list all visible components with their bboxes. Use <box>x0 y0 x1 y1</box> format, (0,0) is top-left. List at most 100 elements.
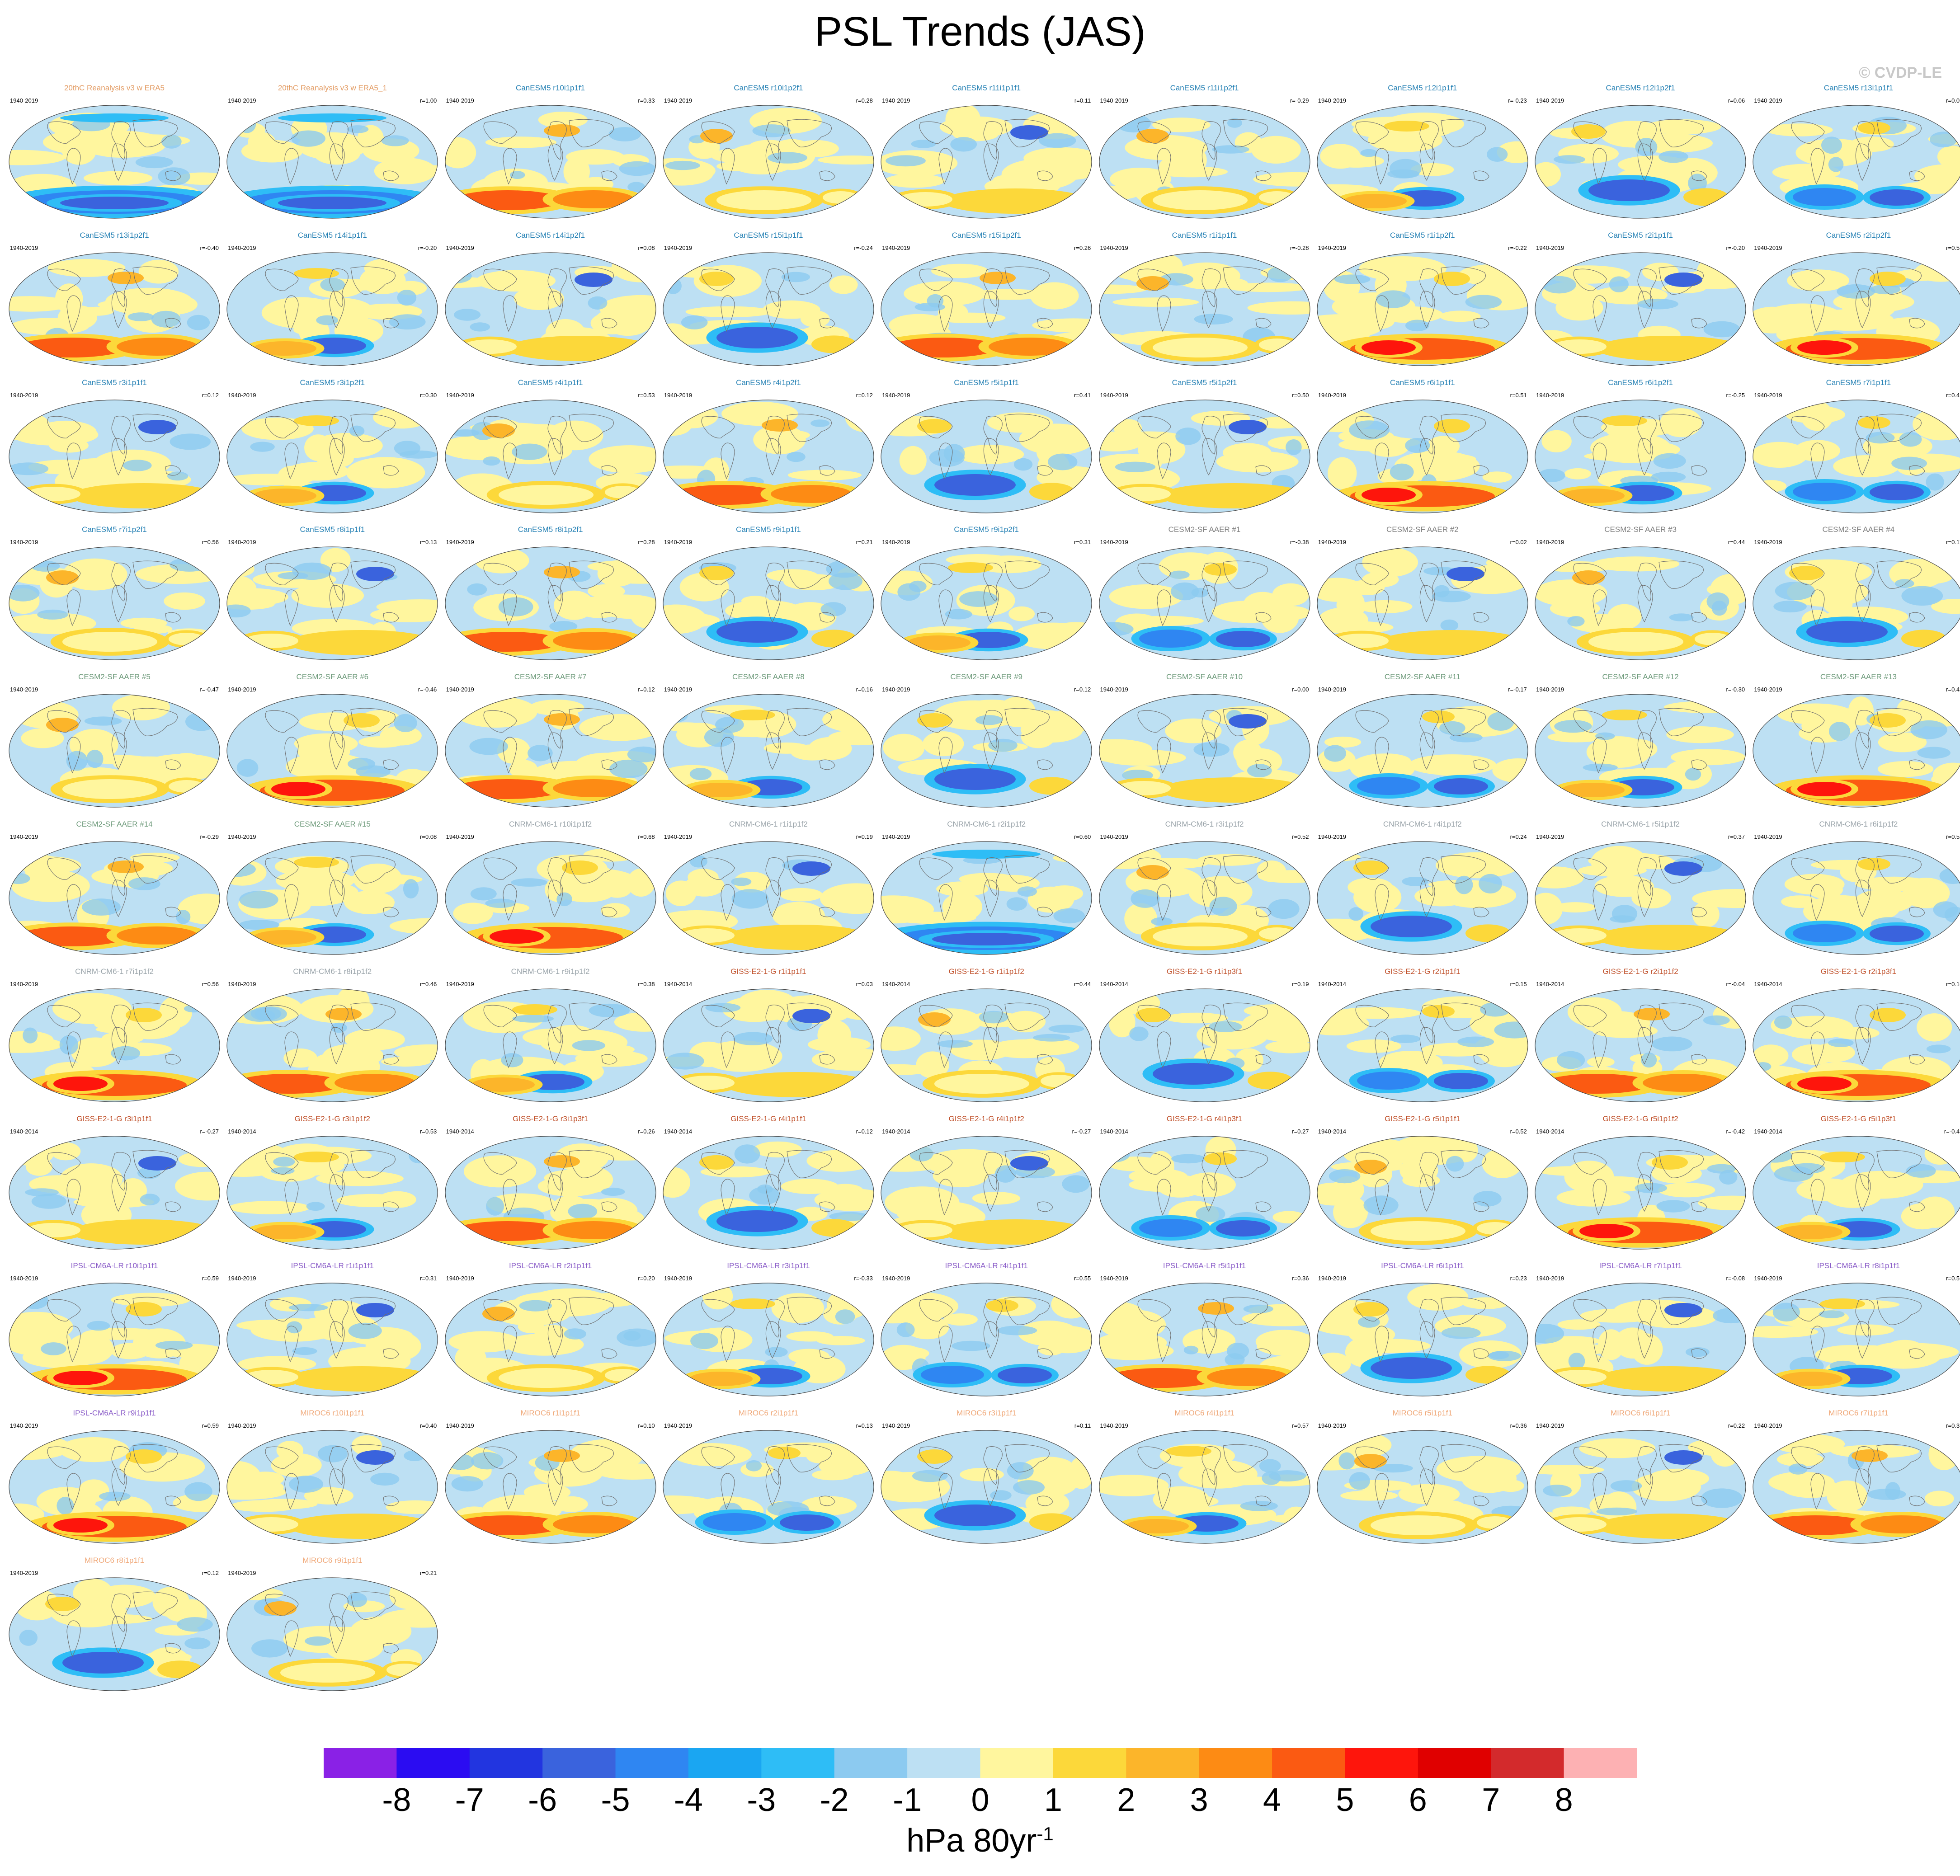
trend-anomaly-south <box>815 1221 852 1234</box>
coastline <box>568 414 614 442</box>
trend-patch-positive <box>1361 313 1395 329</box>
coastline <box>383 1054 399 1065</box>
trend-anomaly-north <box>1870 713 1906 728</box>
coastline <box>329 268 349 307</box>
trend-patch-positive <box>943 1313 978 1326</box>
coastline <box>1419 291 1435 328</box>
coastline <box>983 1446 1003 1485</box>
coastline <box>983 857 1003 896</box>
panel-period: 1940-2019 <box>1536 1275 1564 1282</box>
coastline <box>568 266 614 295</box>
coastline <box>1419 1004 1439 1044</box>
coastline <box>547 1174 563 1212</box>
trend-patch-negative <box>403 879 419 899</box>
globe-outline <box>444 1135 656 1250</box>
trend-patch-positive <box>297 740 350 763</box>
panel-correlation: r=-0.42 <box>1726 1128 1745 1135</box>
trend-patch-negative <box>86 750 104 768</box>
panel-period: 1940-2019 <box>664 539 693 546</box>
trend-patch-negative <box>155 1341 193 1350</box>
coastline <box>938 1031 953 1068</box>
coastline <box>1004 1444 1050 1472</box>
map-panel: CanESM5 r2i1p1f1 1940-2019 r=-0.20 <box>1534 231 1747 367</box>
coastline <box>983 563 1003 602</box>
colorbar-tick-label: -7 <box>455 1782 484 1818</box>
coastline <box>1137 1299 1171 1322</box>
trend-anomaly-south <box>253 341 317 356</box>
coastline <box>1441 1150 1486 1178</box>
trend-patch-positive <box>178 893 220 924</box>
colorbar-swatch <box>1564 1748 1637 1778</box>
coastline <box>1855 121 1875 160</box>
coastline <box>330 732 345 770</box>
trend-anomaly-south <box>471 1077 535 1092</box>
trend-patch-positive <box>1698 1195 1746 1210</box>
trend-patch-positive <box>1925 1490 1954 1507</box>
coastline <box>1441 119 1486 147</box>
panel-period: 1940-2014 <box>1536 980 1564 987</box>
colorbar-swatch <box>1053 1748 1127 1778</box>
trend-patch-negative <box>1259 1459 1281 1473</box>
trend-patch-positive <box>603 307 652 336</box>
coastline <box>765 415 785 455</box>
trend-patch-negative <box>1819 1310 1845 1319</box>
globe-outline <box>1535 841 1746 955</box>
trend-anomaly-south <box>1797 782 1852 797</box>
trend-anomaly-south <box>898 192 953 207</box>
panel-title: CESM2-SF AAER #4 <box>1822 525 1895 534</box>
trend-anomaly-south <box>169 780 205 793</box>
coastline <box>1637 291 1653 328</box>
coastline <box>330 1468 345 1506</box>
panel-correlation: r=0.51 <box>1510 391 1527 399</box>
coastline <box>983 1299 1003 1338</box>
panel-period: 1940-2019 <box>1536 97 1564 104</box>
coastline <box>47 563 81 586</box>
coastline <box>1637 1299 1657 1338</box>
coastline <box>601 907 617 917</box>
coastline <box>547 143 563 181</box>
trend-patch-positive <box>448 1331 519 1353</box>
coastline <box>265 1594 299 1616</box>
trend-patch-negative <box>752 124 791 137</box>
colorbar-swatch <box>1199 1748 1272 1778</box>
coastline <box>919 710 953 733</box>
trend-anomaly-south <box>521 339 639 357</box>
coastline <box>132 414 178 442</box>
trend-anomaly-south <box>462 339 517 354</box>
trend-patch-positive <box>370 607 438 623</box>
trend-anomaly-south <box>1695 633 1731 646</box>
panel-correlation: r=0.12 <box>856 1128 873 1135</box>
coastline <box>1592 1473 1607 1510</box>
map-globe <box>1317 399 1528 513</box>
panel-correlation: r=0.12 <box>1074 686 1091 693</box>
coastline <box>1201 857 1221 896</box>
trend-patch-negative <box>348 1323 382 1339</box>
trend-anomaly-south <box>1476 1222 1513 1235</box>
globe-outline <box>9 1430 220 1544</box>
trend-anomaly-south <box>689 783 753 798</box>
coastline <box>601 612 617 623</box>
coastline <box>1473 170 1489 181</box>
globe-outline <box>1098 399 1310 513</box>
coastline <box>701 1446 735 1469</box>
coastline <box>983 1152 1003 1191</box>
coastline <box>1355 857 1389 880</box>
trend-patch-positive <box>1346 1039 1401 1053</box>
trend-patch-positive <box>316 1171 404 1186</box>
map-panel: CanESM5 r14i1p1f1 1940-2019 r=-0.20 <box>226 231 438 367</box>
trend-anomaly-south <box>689 1372 753 1387</box>
map-panel: CNRM-CM6-1 r7i1p1f2 1940-2019 r=0.56 <box>8 967 221 1103</box>
globe-outline <box>881 1135 1092 1250</box>
map-globe <box>9 1135 220 1250</box>
globe-outline <box>1535 546 1746 660</box>
trend-patch-positive <box>1631 1472 1701 1502</box>
panel-title: CanESM5 r12i1p1f1 <box>1388 84 1457 92</box>
panel-title: CanESM5 r13i1p2f1 <box>80 230 149 240</box>
coastline <box>787 266 832 295</box>
trend-anomaly-north <box>1166 1446 1211 1457</box>
coastline <box>984 291 999 328</box>
trend-patch-positive <box>1591 846 1648 878</box>
trend-patch-negative <box>665 160 700 170</box>
map-globe <box>1753 400 1960 513</box>
